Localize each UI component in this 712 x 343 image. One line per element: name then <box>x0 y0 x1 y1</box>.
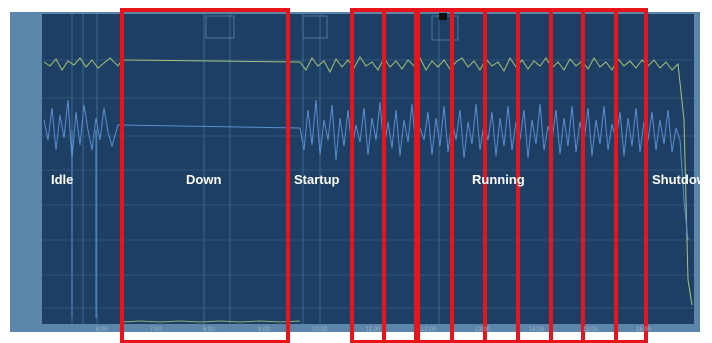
selection-box-down <box>120 8 290 343</box>
state-label-running: Running <box>472 172 525 187</box>
legend-box <box>302 15 328 39</box>
time-tick: 13:00 <box>475 327 491 333</box>
trend-line-blue <box>43 99 689 241</box>
state-label-down: Down <box>186 172 222 187</box>
time-tick: 14:00 <box>529 327 545 333</box>
state-label-shutdown: Shutdown <box>652 172 712 187</box>
time-tick: 10:00 <box>312 327 328 333</box>
time-tick: 11:00 <box>366 327 381 333</box>
legend-box <box>205 15 235 39</box>
state-label-startup: Startup <box>294 172 340 187</box>
time-tick: 7:00 <box>150 327 162 333</box>
time-tick: 8:00 <box>203 327 215 333</box>
time-tick: 6:00 <box>96 327 108 333</box>
small-dark-box-icon <box>439 13 447 20</box>
selection-boxes <box>120 8 648 343</box>
idle-spikes <box>71 130 97 318</box>
grid-lines <box>42 59 694 309</box>
trend-line-low <box>121 320 301 323</box>
time-tick: 12:00 <box>421 327 437 333</box>
time-tick: 15:00 <box>583 327 599 333</box>
state-label-idle: Idle <box>51 172 74 187</box>
time-tick: 9:00 <box>258 327 270 333</box>
selection-box-running <box>614 8 648 343</box>
time-tick: 16:00 <box>636 327 652 333</box>
